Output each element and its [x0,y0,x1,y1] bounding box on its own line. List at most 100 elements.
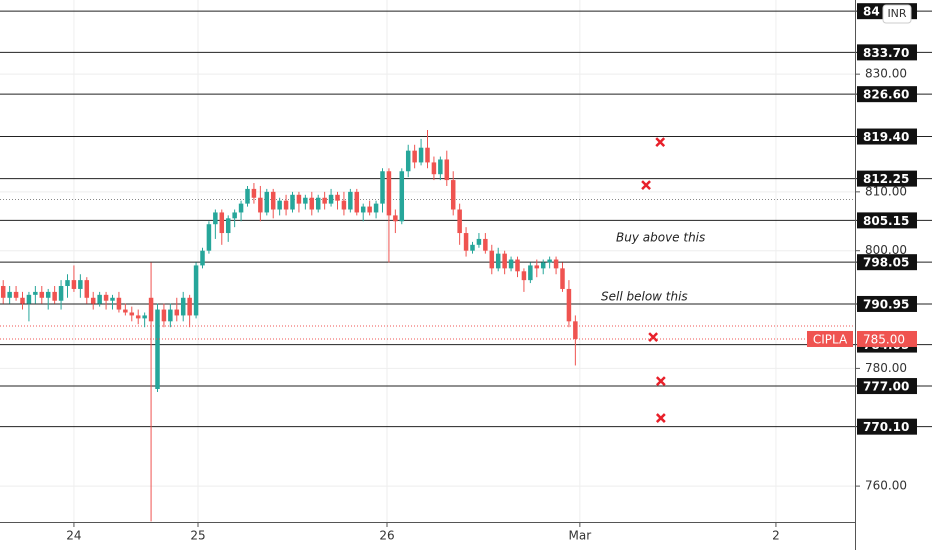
candle-body [116,297,122,310]
candle-body [65,280,70,287]
candle-body [380,171,385,204]
candle-body [78,280,83,289]
y-tick-label: 830.00 [865,67,907,81]
candle-body [270,191,276,210]
level-label: 84 [863,5,880,19]
candle-body [58,286,64,301]
currency-badge[interactable] [882,4,912,24]
symbol-label: CIPLA [813,332,848,346]
level-label: 833.70 [863,46,909,60]
candle-body [476,238,482,245]
candle-body [508,259,514,269]
candle-body [348,191,353,210]
axes: 760.00 780.00 800.00 810.00 830.00 24 25 26 Mar 2… [0,3,917,543]
candle-body [470,244,475,251]
candle-body [534,265,540,269]
level-label: 819.40 [863,130,909,144]
candle-body [386,171,392,216]
candle-body [566,288,572,322]
candle-body [495,253,501,269]
annotation: Buy above this [616,231,705,245]
level-label-box [857,295,917,312]
candle-body [264,191,270,213]
x-tick-label: 26 [379,529,394,543]
level-label-box [857,128,917,145]
candle-body [399,171,405,222]
candle-body [129,312,135,316]
candle-body [303,197,308,204]
candle-body [7,291,12,298]
candle-body [161,309,167,322]
marker [655,413,666,423]
candle-body [560,268,565,289]
candle-body [412,150,417,163]
candle-body [200,250,205,266]
candle-body [90,297,96,304]
candle-body [219,212,225,234]
level-label: 770.10 [863,420,909,434]
last-price-label: 785.00 [863,332,905,346]
candle-body [431,162,437,175]
candle-body [444,159,450,181]
candle-body [45,291,51,298]
candle-body [39,291,45,298]
grid [0,0,855,522]
candle-body [251,188,257,198]
marker [648,332,659,342]
candle-body [393,215,398,222]
candle-body [277,200,282,210]
candle-body [367,206,372,213]
level-label-box [857,378,917,395]
candle-body [540,262,546,269]
level-label-box [857,212,917,229]
candle-body [238,203,244,213]
candle-body [174,309,180,316]
candle-body [26,294,32,304]
candle-body [148,297,154,322]
marker [641,180,651,191]
y-tick-label: 800.00 [865,243,907,257]
candle-body [322,197,327,204]
candle-body [213,212,218,225]
candle-body [335,194,340,201]
candle-body [405,150,411,172]
level-label: 812.25 [863,172,909,186]
level-label: 798.05 [863,256,909,270]
x-tick-label: 25 [190,529,205,543]
candle-body [547,259,552,263]
candle-body [180,297,186,316]
candle-body [450,180,456,210]
candle-body [155,309,160,389]
candle-body [483,238,488,251]
candle-body [193,265,199,316]
candle-body [573,321,578,339]
candle-body [341,200,347,210]
level-label-box [857,418,917,435]
candle-body [528,265,533,281]
level-label-box [857,254,917,271]
candle-body [553,259,559,269]
candle-body [425,147,430,163]
candle-body [258,197,263,213]
level-label: 826.60 [863,88,909,102]
y-tick-label: 760.00 [865,479,907,493]
candle-body [225,218,231,234]
x-tick-label: 24 [66,529,81,543]
candle-body [84,280,90,298]
level-label: 790.95 [863,297,909,311]
candle-body [515,259,520,272]
candle-body [13,291,19,298]
x-tick-label: Mar [569,529,592,543]
candle-body [315,197,321,210]
candle-body [328,194,334,204]
candle-body [457,209,462,234]
candle-body [296,194,302,204]
candle-body [97,294,102,304]
candle-body [232,212,237,219]
candle-body [309,197,315,210]
last-price-box [857,330,917,347]
candle-body [290,194,295,210]
candle-body [71,280,77,289]
